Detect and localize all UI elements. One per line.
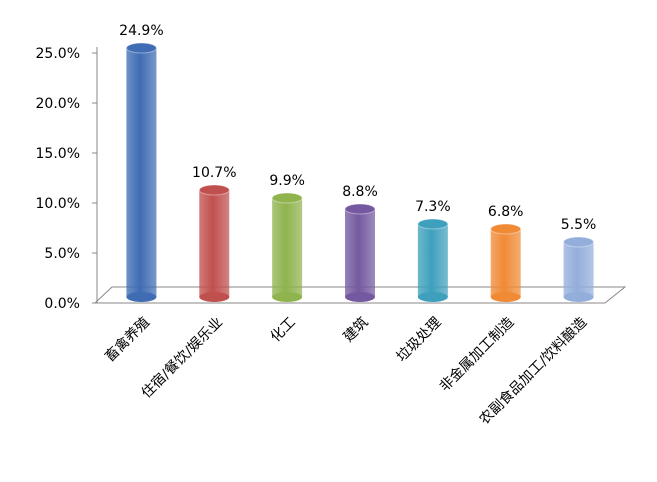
value-label: 7.3%: [415, 199, 451, 215]
value-label: 24.9%: [119, 23, 163, 39]
value-label: 8.8%: [342, 184, 378, 200]
bar: [417, 224, 448, 297]
bar-top: [125, 42, 157, 54]
bar: [272, 198, 303, 297]
x-tick-label: 畜禽养殖: [101, 314, 153, 366]
value-label: 9.9%: [269, 173, 305, 189]
bar: [126, 48, 157, 297]
bar-top: [271, 192, 303, 204]
y-tick-label: 25.0%: [36, 46, 80, 62]
y-tick-label: 0.0%: [44, 296, 80, 312]
bar: [199, 190, 230, 297]
value-label: 6.8%: [488, 204, 524, 220]
bar-top: [344, 203, 376, 215]
bar-top: [563, 236, 595, 248]
bar: [563, 242, 594, 297]
y-tick-label: 15.0%: [36, 146, 80, 162]
value-label: 5.5%: [561, 217, 597, 233]
x-tick-label: 垃圾处理: [394, 314, 445, 365]
bar: [345, 209, 375, 297]
y-tick-label: 5.0%: [44, 246, 80, 262]
value-label: 10.7%: [192, 165, 236, 181]
y-tick-label: 20.0%: [36, 96, 80, 112]
x-tick-label: 化工: [268, 314, 299, 345]
bar-top: [490, 223, 522, 235]
x-tick-label: 非金属加工制造: [437, 314, 518, 395]
bar-top: [417, 218, 449, 230]
bar: [490, 229, 521, 297]
x-tick-label: 建筑: [341, 314, 372, 345]
y-tick-label: 10.0%: [36, 196, 80, 212]
bar-top: [198, 184, 230, 196]
